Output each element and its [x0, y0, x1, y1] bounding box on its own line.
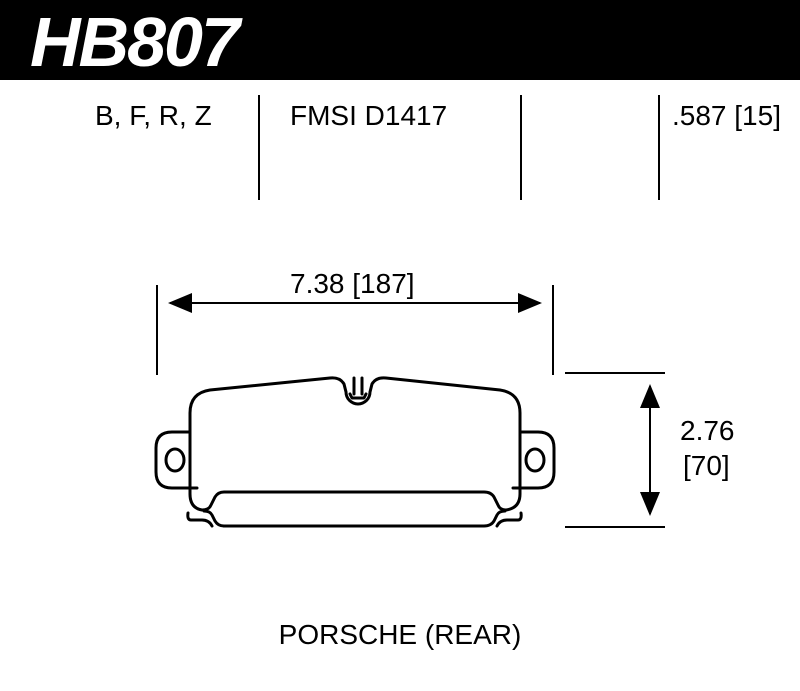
application-label: PORSCHE (REAR): [0, 619, 800, 651]
brake-pad-outline: [0, 0, 800, 691]
